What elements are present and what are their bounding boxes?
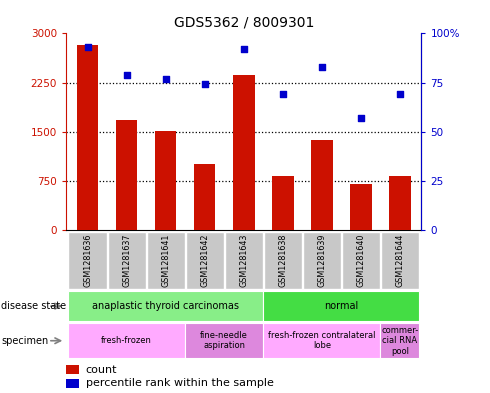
Text: disease state: disease state xyxy=(1,301,67,311)
Bar xyxy=(107,231,146,289)
Text: GSM1281644: GSM1281644 xyxy=(395,234,404,287)
Point xyxy=(122,72,130,78)
Bar xyxy=(389,176,411,230)
Bar xyxy=(77,45,98,230)
Text: GSM1281641: GSM1281641 xyxy=(161,234,170,287)
Point xyxy=(240,46,247,52)
Bar xyxy=(155,131,176,230)
Point xyxy=(396,91,404,97)
Bar xyxy=(263,323,380,358)
Title: GDS5362 / 8009301: GDS5362 / 8009301 xyxy=(173,15,314,29)
Bar xyxy=(68,323,185,358)
Text: GSM1281638: GSM1281638 xyxy=(278,234,287,287)
Text: GSM1281637: GSM1281637 xyxy=(122,234,131,287)
Text: fine-needle
aspiration: fine-needle aspiration xyxy=(200,331,248,351)
Point xyxy=(84,44,92,50)
Bar xyxy=(303,231,341,289)
Bar xyxy=(311,140,333,230)
Text: count: count xyxy=(86,365,117,375)
Text: percentile rank within the sample: percentile rank within the sample xyxy=(86,378,273,388)
Text: normal: normal xyxy=(324,301,359,311)
Bar xyxy=(350,184,371,230)
Text: GSM1281643: GSM1281643 xyxy=(239,234,248,287)
Text: GSM1281642: GSM1281642 xyxy=(200,234,209,287)
Bar xyxy=(194,164,216,230)
Point xyxy=(201,81,209,88)
Text: fresh-frozen contralateral
lobe: fresh-frozen contralateral lobe xyxy=(268,331,376,351)
Bar xyxy=(224,231,263,289)
Bar xyxy=(66,365,78,374)
Text: fresh-frozen: fresh-frozen xyxy=(101,336,152,345)
Bar xyxy=(380,323,419,358)
Point xyxy=(318,64,326,70)
Bar xyxy=(264,231,302,289)
Bar xyxy=(186,231,224,289)
Bar xyxy=(68,291,263,321)
Text: anaplastic thyroid carcinomas: anaplastic thyroid carcinomas xyxy=(92,301,239,311)
Point xyxy=(279,91,287,97)
Text: specimen: specimen xyxy=(1,336,49,346)
Bar xyxy=(116,120,137,230)
Point xyxy=(357,115,365,121)
Point xyxy=(162,75,170,82)
Text: GSM1281640: GSM1281640 xyxy=(356,234,366,287)
Bar xyxy=(69,231,107,289)
Bar xyxy=(233,75,254,230)
Bar xyxy=(381,231,419,289)
Bar xyxy=(147,231,185,289)
Text: GSM1281636: GSM1281636 xyxy=(83,234,92,287)
Bar xyxy=(185,323,263,358)
Bar xyxy=(272,176,294,230)
Text: GSM1281639: GSM1281639 xyxy=(318,234,326,287)
Bar xyxy=(66,379,78,388)
Bar xyxy=(342,231,380,289)
Bar xyxy=(263,291,419,321)
Text: commer-
cial RNA
pool: commer- cial RNA pool xyxy=(381,326,418,356)
